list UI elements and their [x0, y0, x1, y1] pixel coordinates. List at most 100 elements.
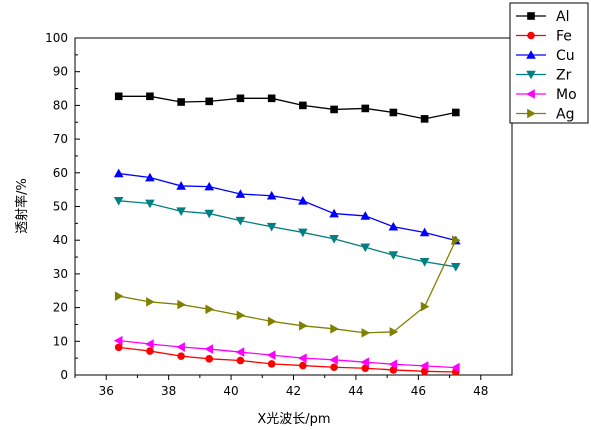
- series-mo: [113, 335, 460, 373]
- series-line: [118, 339, 456, 369]
- data-point: [329, 208, 339, 218]
- data-point: [113, 196, 124, 206]
- legend-box: [509, 2, 589, 124]
- legend-label: Ag: [556, 107, 574, 123]
- legend-item-ag: Ag: [516, 107, 574, 123]
- y-tick-label: 30: [53, 267, 68, 281]
- data-point: [146, 347, 154, 355]
- y-tick-label: 20: [53, 301, 68, 315]
- data-point: [236, 310, 246, 321]
- data-point: [419, 257, 430, 267]
- data-point: [235, 189, 246, 198]
- data-point: [330, 324, 339, 334]
- x-tick-label: 36: [99, 384, 114, 398]
- data-point: [266, 350, 276, 360]
- legend-label: Al: [556, 9, 569, 25]
- series-line: [118, 346, 456, 373]
- legend-marker: [526, 89, 535, 99]
- data-point: [299, 361, 307, 370]
- data-point: [235, 216, 246, 226]
- legend-item-mo: Mo: [516, 87, 577, 103]
- data-point: [177, 352, 185, 360]
- data-point: [146, 297, 155, 307]
- legend-label: Fe: [556, 29, 572, 45]
- data-point: [452, 108, 460, 117]
- data-point: [176, 207, 186, 217]
- x-tick-label: 42: [286, 384, 301, 398]
- data-point: [388, 359, 398, 370]
- data-point: [299, 320, 308, 331]
- data-point: [298, 228, 308, 238]
- legend-item-zr: Zr: [516, 68, 572, 84]
- data-point: [420, 115, 429, 123]
- data-point: [235, 347, 245, 357]
- data-point: [361, 328, 371, 338]
- series-al: [114, 92, 460, 123]
- data-point: [176, 342, 185, 352]
- series-zr: [113, 196, 461, 272]
- legend-marker: [526, 50, 536, 59]
- data-point: [388, 251, 399, 260]
- data-point: [330, 105, 338, 114]
- data-point: [177, 299, 186, 310]
- data-point: [145, 339, 154, 349]
- x-tick-label: 38: [161, 384, 176, 398]
- data-point: [360, 357, 370, 367]
- legend-marker: [527, 108, 536, 119]
- data-point: [176, 181, 186, 190]
- legend-item-fe: Fe: [516, 29, 572, 45]
- data-point: [267, 316, 277, 327]
- data-point: [361, 104, 370, 113]
- series-cu: [113, 168, 461, 245]
- data-point: [145, 199, 155, 209]
- data-point: [236, 94, 245, 103]
- data-point: [205, 97, 214, 106]
- data-point: [360, 243, 371, 253]
- series-line: [118, 172, 456, 242]
- series-layer: [113, 92, 461, 376]
- data-point: [236, 356, 245, 365]
- data-point: [114, 92, 123, 101]
- data-point: [204, 181, 215, 191]
- data-point: [451, 362, 460, 373]
- data-point: [298, 195, 308, 205]
- data-point: [389, 327, 399, 337]
- data-point: [205, 355, 214, 363]
- data-point: [266, 190, 277, 200]
- data-point: [113, 335, 123, 346]
- legend-item-al: Al: [516, 9, 569, 25]
- data-point: [298, 353, 307, 363]
- data-point: [451, 263, 461, 272]
- x-tick-label: 48: [473, 384, 488, 398]
- data-point: [177, 98, 185, 106]
- data-point: [329, 355, 338, 365]
- y-tick-label: 90: [53, 65, 68, 79]
- y-axis-title: 透射率/%: [14, 178, 30, 234]
- legend-marker: [526, 70, 536, 80]
- series-line: [118, 239, 457, 334]
- series-ag: [114, 235, 461, 338]
- y-tick-label: 80: [53, 98, 68, 112]
- legend-label: Zr: [556, 68, 572, 84]
- data-point: [113, 168, 124, 178]
- data-point: [146, 92, 154, 101]
- x-tick-label: 40: [223, 384, 238, 398]
- data-point: [419, 227, 430, 237]
- y-tick-label: 50: [53, 200, 68, 214]
- legend-label: Cu: [556, 48, 575, 64]
- data-point: [420, 301, 430, 312]
- data-point: [266, 222, 277, 232]
- y-tick-label: 40: [53, 233, 68, 247]
- y-tick-label: 60: [53, 166, 68, 180]
- data-point: [114, 291, 124, 301]
- data-point: [204, 209, 215, 219]
- data-point: [114, 343, 123, 352]
- data-point: [452, 235, 461, 245]
- data-point: [389, 366, 398, 374]
- x-axis-title: X光波长/pm: [257, 412, 330, 427]
- legend-item-cu: Cu: [516, 48, 575, 64]
- y-tick-label: 70: [53, 132, 68, 146]
- x-tick-label: 46: [411, 384, 426, 398]
- series-line: [118, 200, 456, 268]
- data-point: [360, 211, 371, 220]
